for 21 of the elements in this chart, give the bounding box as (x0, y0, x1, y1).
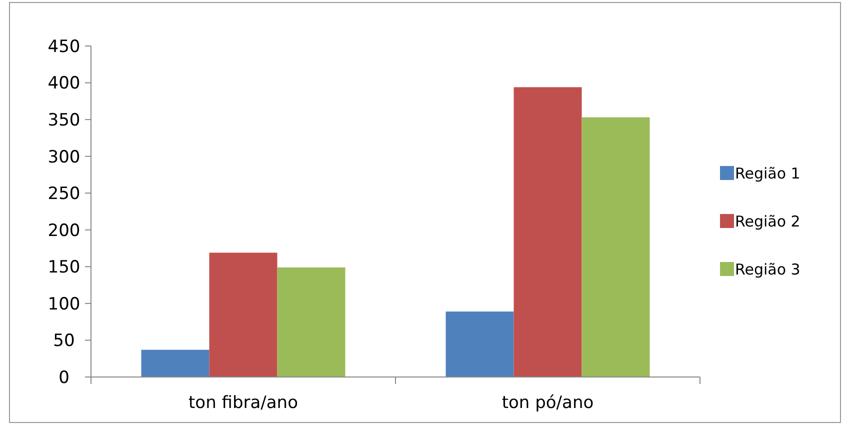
y-tick-label: 100 (48, 294, 80, 314)
bar (277, 267, 346, 377)
y-tick-label: 300 (48, 147, 80, 168)
y-tick-label: 150 (48, 258, 80, 278)
bar (209, 252, 278, 377)
bar (514, 87, 582, 377)
bar (141, 350, 210, 377)
y-tick-label: 0 (58, 368, 70, 388)
x-tick-label: ton pó/ano (502, 393, 594, 413)
y-tick-label: 200 (48, 220, 80, 241)
y-tick-label: 50 (53, 331, 75, 352)
legend-label: Região 2 (735, 212, 800, 230)
y-tick-label: 250 (48, 184, 80, 204)
bar (582, 117, 650, 377)
legend-label: Região 3 (735, 260, 800, 278)
y-tick-label: 450 (48, 36, 80, 57)
bar (446, 312, 514, 377)
y-tick-label: 350 (48, 110, 80, 131)
y-tick-label: 400 (48, 74, 80, 94)
legend-label: Região 1 (735, 164, 800, 182)
x-tick-label: ton fibra/ano (188, 393, 298, 413)
